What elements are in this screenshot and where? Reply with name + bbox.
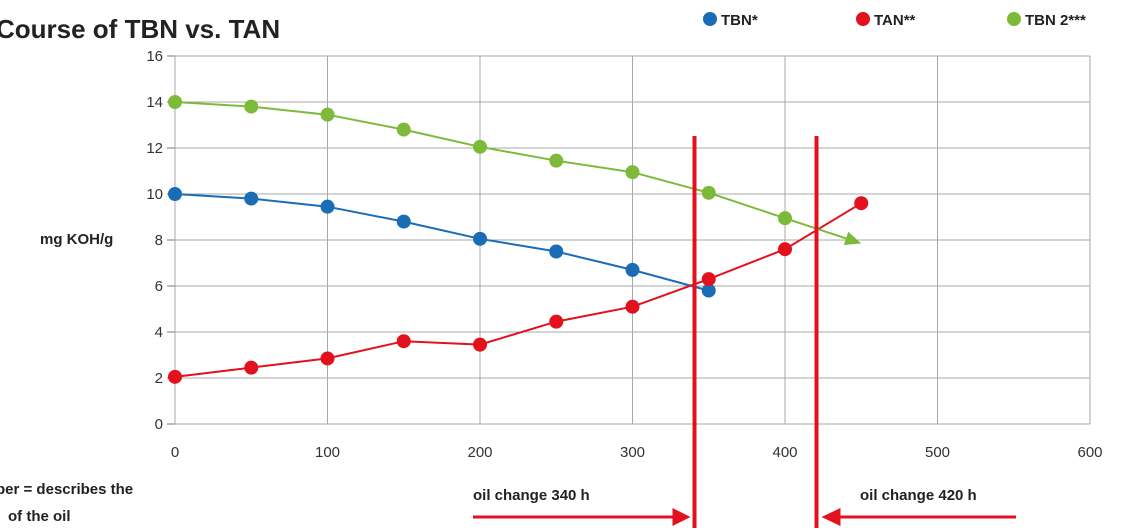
point-tbn-7 [701, 283, 716, 298]
footnote-line-1: ber = describes the [0, 481, 133, 498]
oil-change-340-arrowhead [672, 508, 691, 526]
legend-label-tbn-2: TBN 2*** [1025, 12, 1086, 29]
legend-marker-tbn-2 [1007, 12, 1021, 26]
series-points [168, 95, 869, 384]
x-tick-label-1: 100 [315, 444, 340, 461]
y-tick-label-7: 14 [146, 94, 163, 111]
point-tbn-4 [473, 231, 487, 246]
x-tick-label-2: 200 [467, 444, 492, 461]
x-tick-label-4: 400 [772, 444, 797, 461]
series-arrowhead-tbn-2 [843, 231, 862, 246]
point-tbn-2-0 [168, 95, 182, 109]
point-tbn-2-6 [625, 165, 640, 180]
series-line-tbn [174, 193, 710, 292]
point-tan-1 [244, 360, 259, 375]
footnote-line-2: of the oil [8, 508, 71, 525]
series-lines [174, 101, 862, 378]
legend: TBN* TAN** TBN 2*** [703, 12, 1086, 29]
point-tbn-2-3 [396, 122, 411, 137]
y-tick-label-6: 12 [146, 140, 163, 157]
y-tick-label-3: 6 [155, 278, 163, 295]
point-tbn-6 [625, 262, 640, 277]
y-tick-label-4: 8 [155, 232, 163, 249]
oil-change-420-label: oil change 420 h [860, 487, 977, 504]
y-tick-label-1: 2 [155, 370, 163, 387]
y-axis-label: mg KOH/g [40, 231, 113, 248]
oil-change-markers: oil change 340 h oil change 420 h [473, 136, 1016, 528]
point-tbn-2-5 [549, 153, 564, 168]
point-tbn-3 [396, 214, 411, 229]
chart-title: Course of TBN vs. TAN [0, 14, 280, 44]
legend-label-tan: TAN** [874, 12, 916, 29]
legend-marker-tbn [703, 12, 717, 26]
y-tick-label-2: 4 [155, 324, 163, 341]
oil-change-340-label: oil change 340 h [473, 487, 590, 504]
point-tan-3 [396, 334, 411, 349]
point-tan-6 [625, 299, 640, 314]
grid [174, 55, 1091, 425]
point-tbn-2-2 [320, 107, 335, 122]
point-tan-7 [701, 272, 716, 287]
x-tick-label-6: 600 [1077, 444, 1102, 461]
x-tick-label-5: 500 [925, 444, 950, 461]
y-tick-label-8: 16 [146, 48, 163, 65]
y-tick-label-0: 0 [155, 416, 163, 433]
point-tbn-1 [244, 191, 259, 206]
point-tan-2 [320, 351, 335, 366]
point-tbn-2 [320, 199, 335, 214]
x-tick-label-0: 0 [171, 444, 179, 461]
y-tick-label-5: 10 [146, 186, 163, 203]
legend-label-tbn: TBN* [721, 12, 758, 29]
point-tan-4 [473, 337, 487, 352]
point-tbn-5 [549, 244, 564, 259]
point-tbn-0 [168, 187, 182, 201]
point-tbn-2-7 [701, 185, 716, 200]
series-line-tan [174, 202, 862, 378]
point-tan-8 [778, 242, 792, 257]
point-tan-0 [168, 369, 182, 384]
x-tick-label-3: 300 [620, 444, 645, 461]
point-tan-5 [549, 314, 564, 329]
point-tbn-2-8 [778, 211, 792, 226]
point-tbn-2-4 [473, 139, 487, 154]
legend-marker-tan [856, 12, 870, 26]
point-tan-9 [854, 196, 869, 211]
oil-change-420-arrowhead [821, 508, 841, 526]
x-axis-ticks: 0 100 200 300 400 500 600 [171, 444, 1103, 461]
point-tbn-2-1 [244, 99, 259, 114]
